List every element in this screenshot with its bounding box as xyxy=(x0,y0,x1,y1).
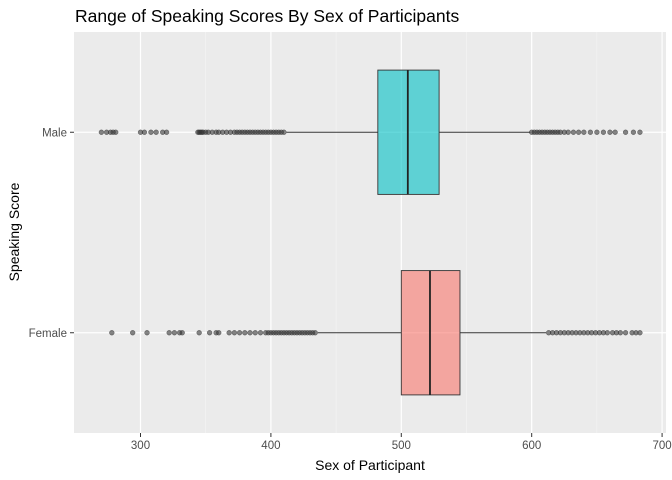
x-tick-label: 600 xyxy=(522,440,541,452)
x-axis-title: Sex of Participant xyxy=(315,457,425,473)
plot-panel xyxy=(74,32,666,433)
outlier-point xyxy=(622,330,629,336)
outlier-point xyxy=(600,129,607,135)
outlier-point xyxy=(312,330,318,336)
outlier-point xyxy=(570,129,577,135)
outlier-point xyxy=(163,129,170,135)
boxplot-female xyxy=(109,270,643,396)
outlier-point xyxy=(565,129,571,135)
y-tick-label: Male xyxy=(42,127,67,139)
outlier-point xyxy=(242,330,248,336)
outlier-point xyxy=(281,129,287,135)
outlier-point xyxy=(587,129,594,135)
outlier-point xyxy=(257,330,264,336)
outlier-point xyxy=(153,129,159,135)
outlier-point xyxy=(226,330,232,336)
outlier-point xyxy=(612,129,618,135)
outlier-point xyxy=(206,330,213,336)
outlier-point xyxy=(216,330,222,336)
y-tick-label: Female xyxy=(29,328,67,340)
y-axis-title: Speaking Score xyxy=(6,182,22,281)
outlier-point xyxy=(166,330,172,336)
outlier-point xyxy=(144,330,150,336)
outlier-point xyxy=(575,129,582,135)
outlier-point xyxy=(231,330,238,336)
x-tick-label: 400 xyxy=(261,440,280,452)
outlier-point xyxy=(637,129,643,135)
chart-title: Range of Speaking Scores By Sex of Parti… xyxy=(75,6,460,26)
outlier-point xyxy=(617,330,624,336)
outlier-point xyxy=(130,330,136,336)
outlier-point xyxy=(594,129,600,135)
outlier-point xyxy=(113,129,119,135)
outlier-point xyxy=(148,129,154,135)
outlier-point xyxy=(637,330,643,336)
outlier-point xyxy=(171,330,178,336)
outlier-point xyxy=(179,330,185,336)
outlier-point xyxy=(581,129,587,135)
outlier-point xyxy=(98,129,105,135)
outlier-point xyxy=(236,330,243,336)
outlier-point xyxy=(252,330,258,336)
outlier-point xyxy=(196,330,202,336)
outlier-point xyxy=(141,129,148,135)
box-layer xyxy=(98,69,643,396)
x-tick-label: 300 xyxy=(131,440,150,452)
x-tick-label: 500 xyxy=(392,440,411,452)
boxplot-male xyxy=(98,69,643,195)
outlier-point xyxy=(630,129,637,135)
tick-layer: 300 400 500 600 700 Female Male xyxy=(29,127,672,452)
x-tick-label: 700 xyxy=(652,440,671,452)
outlier-point xyxy=(604,330,610,336)
outlier-point xyxy=(622,129,629,135)
outlier-point xyxy=(607,129,613,135)
outlier-point xyxy=(109,330,115,336)
outlier-point xyxy=(247,330,253,336)
